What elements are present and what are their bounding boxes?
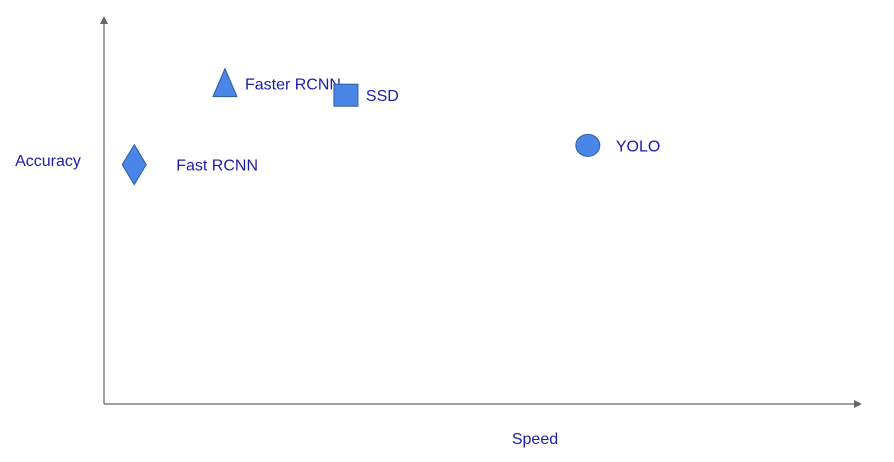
point-marker-triangle [212,67,238,98]
point-label: SSD [366,88,399,105]
data-points: Fast RCNN Faster RCNN SSD YOLO [121,67,660,186]
x-axis-label: Speed [512,431,558,448]
point-marker-circle [575,133,601,157]
point-marker-diamond [121,143,147,186]
point-label: YOLO [616,138,660,155]
point-marker-square [333,83,359,107]
point-label: Fast RCNN [176,158,258,175]
point-label: Faster RCNN [245,77,341,94]
y-axis-label: Accuracy [15,153,81,170]
